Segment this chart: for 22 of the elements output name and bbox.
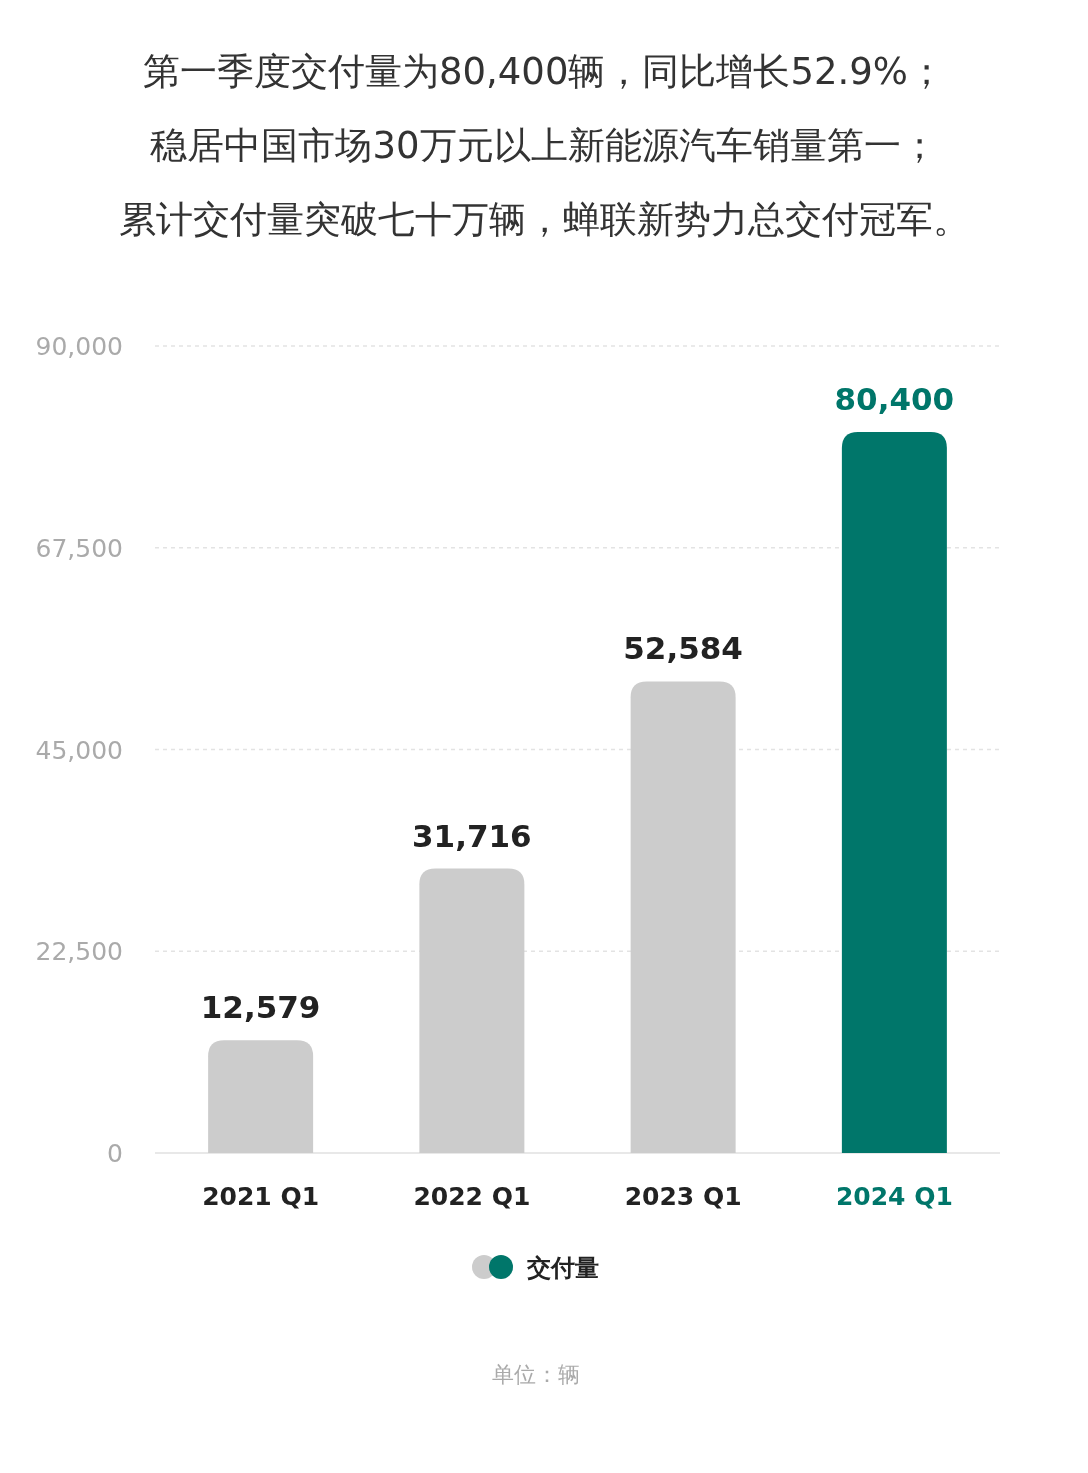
- bar: [841, 432, 947, 1153]
- bar: [419, 868, 525, 1153]
- data-label: 80,400: [834, 381, 955, 418]
- y-tick-label: 90,000: [35, 332, 123, 361]
- bar: [630, 681, 736, 1153]
- y-tick-label: 22,500: [35, 937, 123, 967]
- chart-title: 第一季度交付量为80,400辆，同比增长52.9%；: [142, 50, 946, 93]
- x-tick-label: 2023 Q1: [624, 1182, 742, 1211]
- chart-subtitle: 稳居中国市场30万元以上新能源汽车销量第一；: [150, 124, 938, 167]
- y-tick-label: 67,500: [35, 533, 123, 563]
- x-tick-label: 2021 Q1: [202, 1182, 320, 1211]
- text: 单位：辆: [492, 1362, 580, 1387]
- x-tick-label: 2024 Q1: [835, 1182, 953, 1211]
- bar: [208, 1040, 314, 1153]
- text: 累计交付量突破七十万辆，蝉联新势力总交付冠军。: [118, 198, 970, 241]
- legend-label: 交付量: [526, 1254, 599, 1282]
- data-label: 52,584: [623, 630, 743, 667]
- y-tick-label: 0: [107, 1139, 123, 1168]
- data-label: 12,579: [200, 989, 321, 1026]
- y-tick-label: 45,000: [35, 735, 123, 765]
- data-label: 31,716: [412, 817, 532, 854]
- x-tick-label: 2022 Q1: [413, 1182, 531, 1211]
